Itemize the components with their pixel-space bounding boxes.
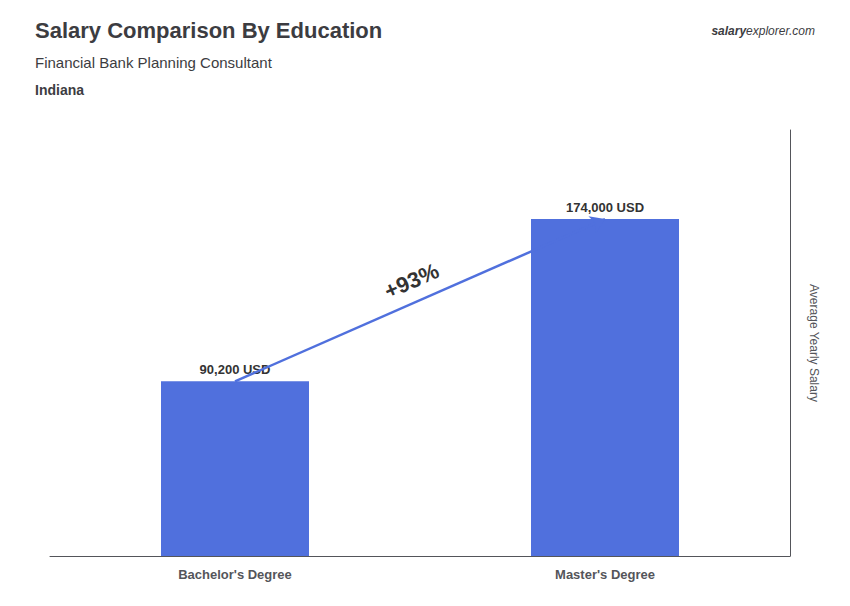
svg-text:174,000 USD: 174,000 USD: [566, 200, 644, 215]
svg-text:90,200 USD: 90,200 USD: [199, 362, 271, 378]
svg-text:Average Yearly Salary: Average Yearly Salary: [807, 284, 821, 402]
svg-text:salary: salary: [711, 24, 747, 38]
svg-text:Salary Comparison By Education: Salary Comparison By Education: [35, 18, 382, 43]
svg-text:Indiana: Indiana: [35, 82, 84, 98]
svg-text:Bachelor's Degree: Bachelor's Degree: [178, 567, 292, 582]
svg-text:Financial Bank Planning Consul: Financial Bank Planning Consultant: [35, 54, 273, 71]
svg-text:Master's Degree: Master's Degree: [555, 567, 655, 582]
svg-text:+93%: +93%: [380, 258, 442, 304]
svg-text:explorer.com: explorer.com: [746, 24, 815, 38]
